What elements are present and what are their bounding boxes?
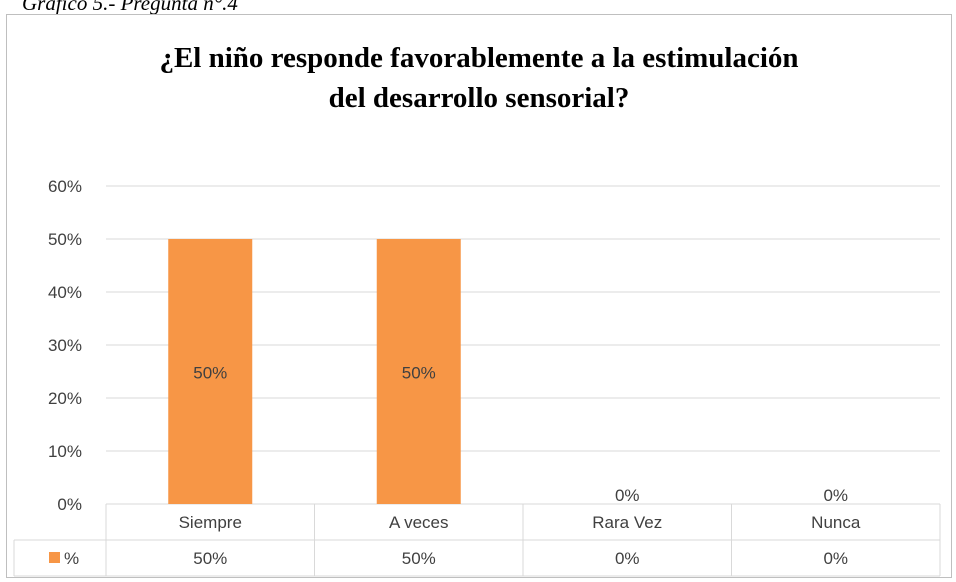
data-label: 50% bbox=[193, 364, 227, 383]
category-label: Nunca bbox=[811, 513, 861, 532]
table-value: 0% bbox=[615, 549, 640, 568]
legend-label: % bbox=[64, 549, 79, 568]
y-tick-label: 20% bbox=[48, 389, 82, 408]
y-tick-label: 40% bbox=[48, 283, 82, 302]
category-label: Siempre bbox=[179, 513, 242, 532]
legend-swatch bbox=[49, 552, 60, 563]
bar bbox=[168, 239, 253, 504]
category-label: Rara Vez bbox=[592, 513, 662, 532]
data-label: 0% bbox=[823, 486, 848, 505]
y-tick-label: 60% bbox=[48, 177, 82, 196]
table-value: 50% bbox=[193, 549, 227, 568]
table-value: 50% bbox=[402, 549, 436, 568]
bar bbox=[376, 239, 461, 504]
y-tick-label: 50% bbox=[48, 230, 82, 249]
figure-caption: Gráfico 5.- Pregunta n°.4 bbox=[22, 0, 238, 15]
chart-title-line-1: ¿El niño responde favorablemente a la es… bbox=[159, 42, 799, 74]
table-value: 0% bbox=[823, 549, 848, 568]
y-tick-label: 10% bbox=[48, 442, 82, 461]
y-tick-label: 0% bbox=[57, 495, 82, 514]
chart-title: ¿El niño responde favorablemente a la es… bbox=[6, 38, 952, 118]
chart-frame bbox=[6, 14, 952, 578]
data-label: 0% bbox=[615, 486, 640, 505]
y-tick-label: 30% bbox=[48, 336, 82, 355]
category-label: A veces bbox=[389, 513, 449, 532]
chart-title-line-2: del desarrollo sensorial? bbox=[328, 82, 630, 114]
data-label: 50% bbox=[402, 364, 436, 383]
